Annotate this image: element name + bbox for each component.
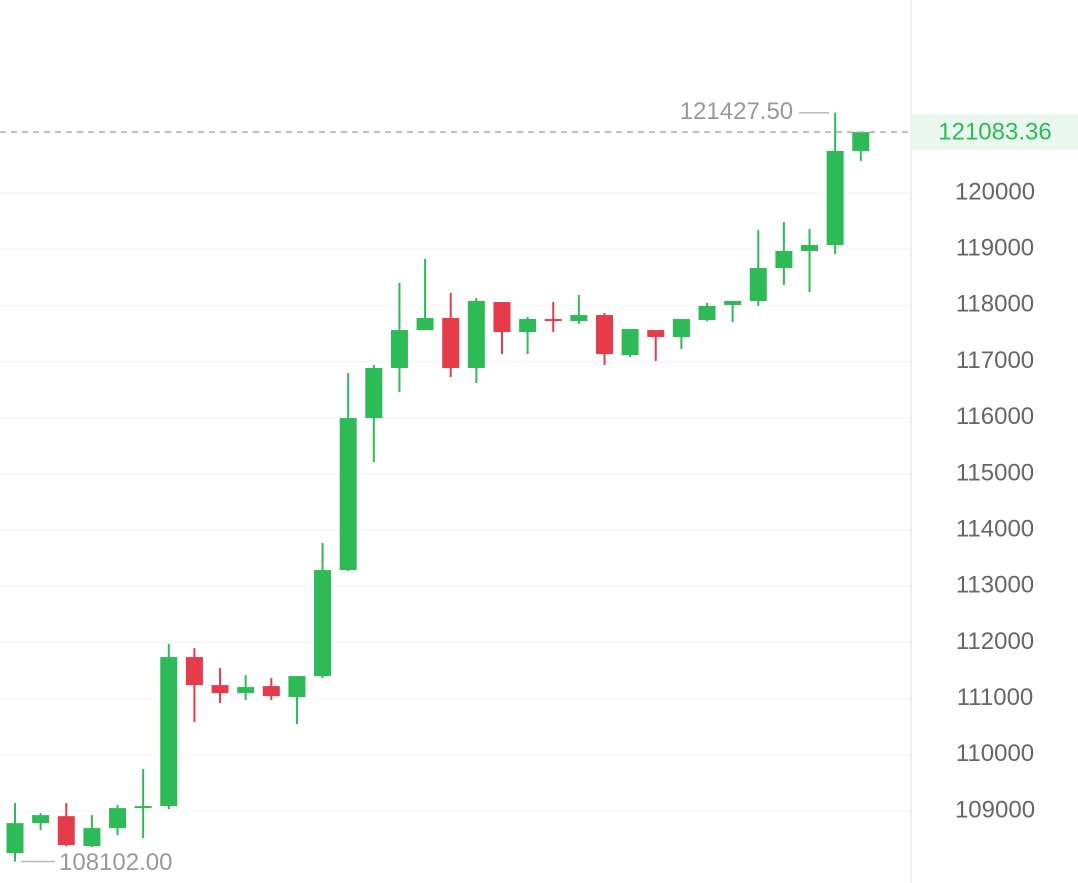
candle-body bbox=[724, 301, 742, 305]
candle-body bbox=[416, 318, 434, 331]
min-label: 108102.00 bbox=[59, 849, 172, 876]
candle-body bbox=[672, 319, 690, 338]
y-tick-label: 115000 bbox=[956, 459, 1034, 486]
candle-body bbox=[826, 150, 844, 246]
y-tick-label: 119000 bbox=[956, 235, 1034, 262]
candle-body bbox=[801, 245, 819, 251]
candle-body bbox=[83, 828, 101, 847]
last-price-box bbox=[912, 114, 1078, 151]
last-price-label: 121083.36 bbox=[938, 118, 1051, 145]
candle-body bbox=[852, 132, 870, 151]
candle-body bbox=[519, 319, 537, 333]
candle-body bbox=[365, 368, 383, 419]
candle-body bbox=[32, 815, 50, 824]
y-tick-label: 113000 bbox=[956, 572, 1034, 599]
y-tick-label: 114000 bbox=[956, 515, 1034, 542]
y-tick-label: 112000 bbox=[956, 628, 1034, 655]
candle-body bbox=[185, 657, 203, 686]
candle-body bbox=[339, 418, 357, 571]
candle-body bbox=[57, 816, 75, 846]
y-tick-label: 116000 bbox=[956, 403, 1034, 430]
candle-body bbox=[262, 686, 280, 697]
y-tick-label: 120000 bbox=[955, 178, 1035, 205]
candle-body bbox=[6, 823, 24, 854]
y-tick-label: 117000 bbox=[956, 347, 1034, 374]
candle-body bbox=[314, 570, 332, 677]
candle-body bbox=[442, 318, 460, 369]
candle-body bbox=[390, 330, 408, 369]
y-tick-label: 111000 bbox=[957, 684, 1034, 711]
candle-body bbox=[621, 329, 639, 356]
candle-body bbox=[493, 302, 511, 333]
candle-body bbox=[749, 268, 767, 302]
candle-body bbox=[698, 306, 716, 320]
candle-body bbox=[467, 301, 485, 369]
y-tick-label: 110000 bbox=[956, 740, 1034, 767]
candle-body bbox=[544, 319, 562, 322]
y-tick-label: 118000 bbox=[956, 291, 1034, 318]
candle-body bbox=[160, 657, 178, 807]
candle-body bbox=[237, 687, 255, 694]
candle-body bbox=[288, 676, 306, 698]
candle-body bbox=[570, 315, 588, 322]
candle-body bbox=[109, 808, 127, 829]
candle-body bbox=[134, 806, 152, 809]
y-tick-label: 109000 bbox=[955, 796, 1035, 823]
candle-body bbox=[647, 330, 665, 338]
candle-body bbox=[211, 685, 229, 694]
max-label: 121427.50 bbox=[680, 98, 793, 125]
candle-body bbox=[775, 250, 793, 269]
candle-body bbox=[595, 315, 613, 355]
